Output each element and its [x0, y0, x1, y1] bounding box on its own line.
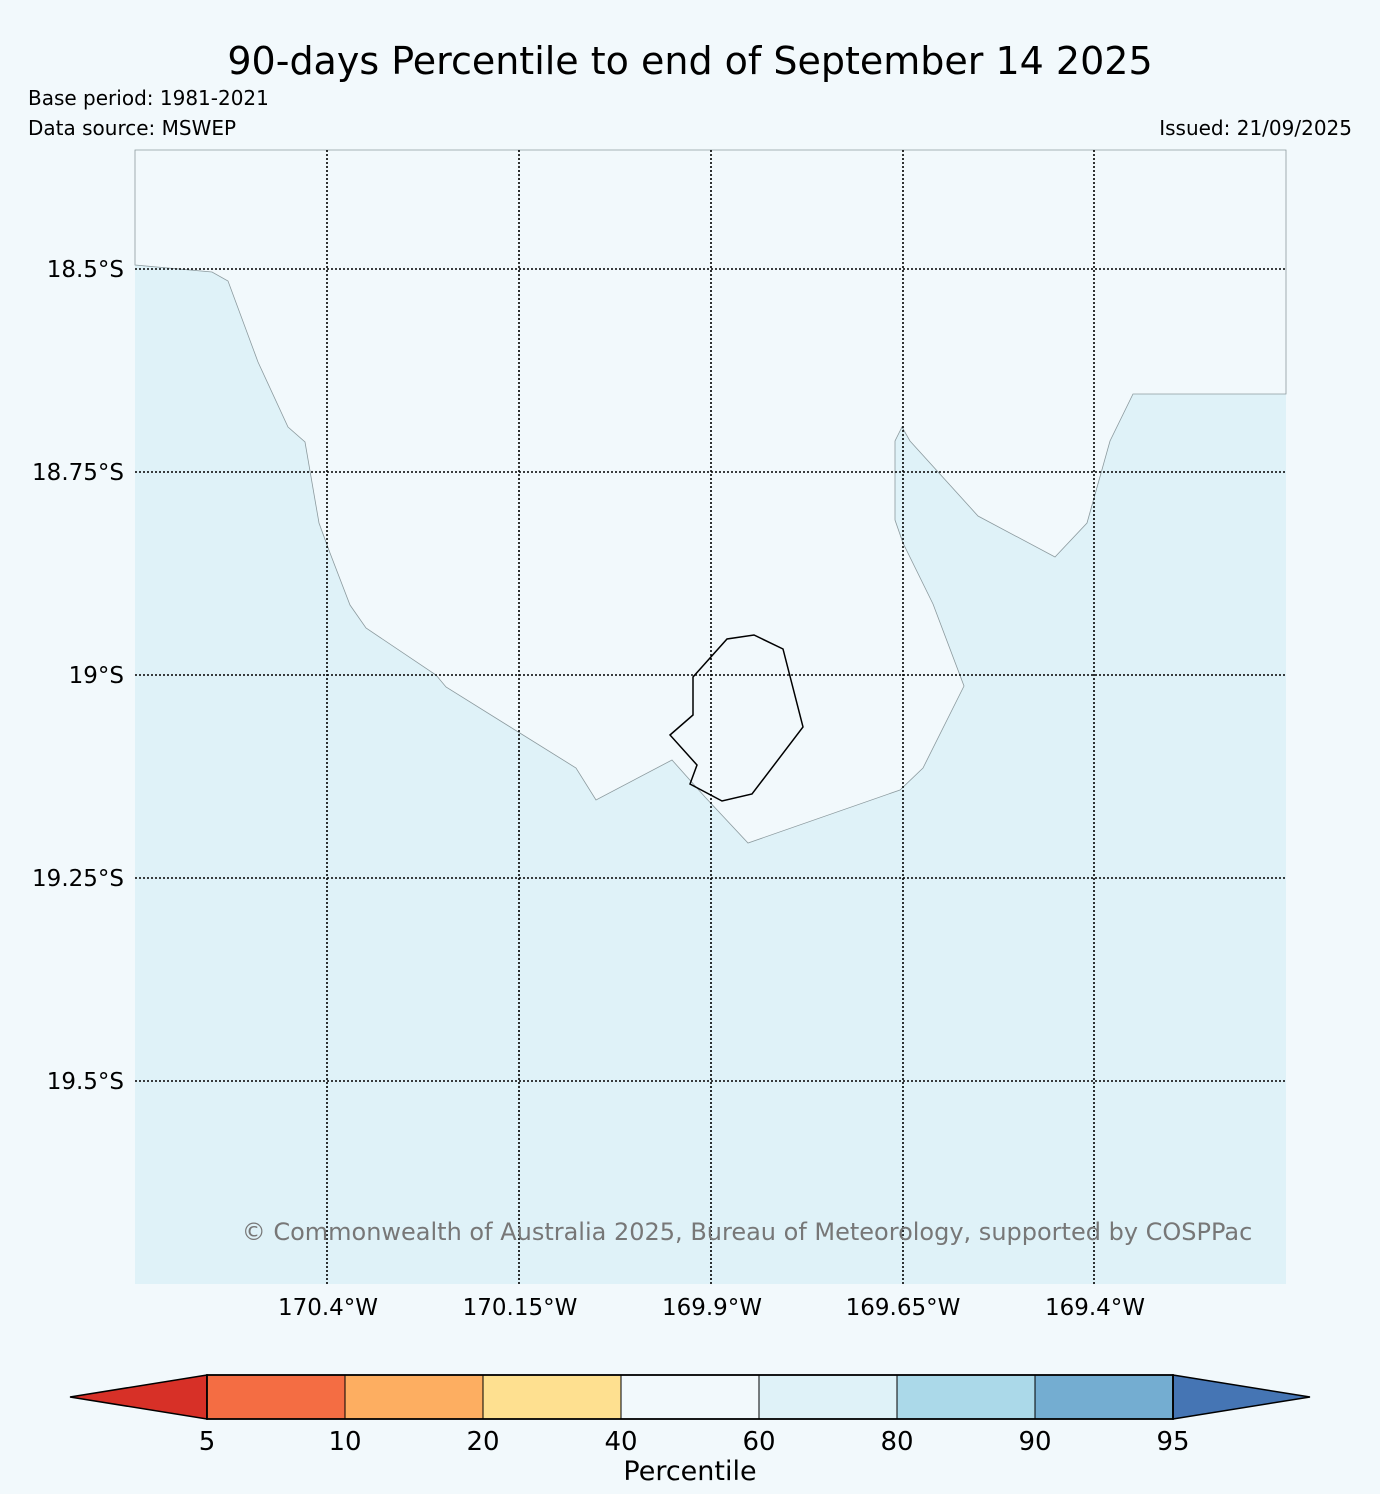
base-period-text: Base period: 1981-2021 [28, 86, 269, 110]
copyright-text: © Commonwealth of Australia 2025, Bureau… [242, 1218, 1253, 1246]
map-figure: 18.5°S 18.75°S 19°S 19.25°S 19.5°S 170.4… [32, 149, 1287, 1321]
percentile-region-40-60 [134, 149, 1287, 844]
colorbar-segment-5-10 [206, 1374, 346, 1420]
lat-label-19.25S: 19.25°S [32, 866, 124, 892]
colorbar-tick-10: 10 [328, 1427, 361, 1457]
colorbar-segment-40-60 [620, 1374, 760, 1420]
colorbar-tick-20: 20 [466, 1427, 499, 1457]
lon-label-170.15W: 170.15°W [463, 1295, 578, 1321]
colorbar-tick-95: 95 [1156, 1427, 1189, 1457]
colorbar-tick-60: 60 [742, 1427, 775, 1457]
colorbar-segment-90-95 [1034, 1374, 1174, 1420]
lat-label-19S: 19°S [69, 663, 124, 689]
colorbar-tick-80: 80 [880, 1427, 913, 1457]
gridlines [135, 150, 1286, 1284]
colorbar-extend-high [1172, 1374, 1311, 1420]
colorbar-tick-90: 90 [1018, 1427, 1051, 1457]
colorbar-extend-low [69, 1374, 208, 1420]
colorbar-segment-60-80 [758, 1374, 898, 1420]
colorbar-segment-80-90 [896, 1374, 1036, 1420]
colorbar-segment-10-20 [344, 1374, 484, 1420]
island-coastline [668, 634, 804, 802]
lon-label-169.9W: 169.9°W [662, 1295, 762, 1321]
lon-label-169.4W: 169.4°W [1045, 1295, 1145, 1321]
lat-label-19.5S: 19.5°S [47, 1069, 124, 1095]
colorbar-tick-5: 5 [199, 1427, 216, 1457]
lat-label-18.5S: 18.5°S [47, 257, 124, 283]
issued-date-text: Issued: 21/09/2025 [1159, 116, 1352, 140]
lon-label-170.4W: 170.4°W [278, 1295, 378, 1321]
data-source-text: Data source: MSWEP [28, 116, 237, 140]
lat-label-18.75S: 18.75°S [32, 460, 124, 486]
colorbar-tick-40: 40 [604, 1427, 637, 1457]
colorbar-outline [206, 1374, 1174, 1420]
colorbar-segment-20-40 [482, 1374, 622, 1420]
colorbar-label: Percentile [623, 1456, 756, 1487]
map-title: 90-days Percentile to end of September 1… [227, 39, 1153, 83]
lon-label-169.65W: 169.65°W [846, 1295, 961, 1321]
